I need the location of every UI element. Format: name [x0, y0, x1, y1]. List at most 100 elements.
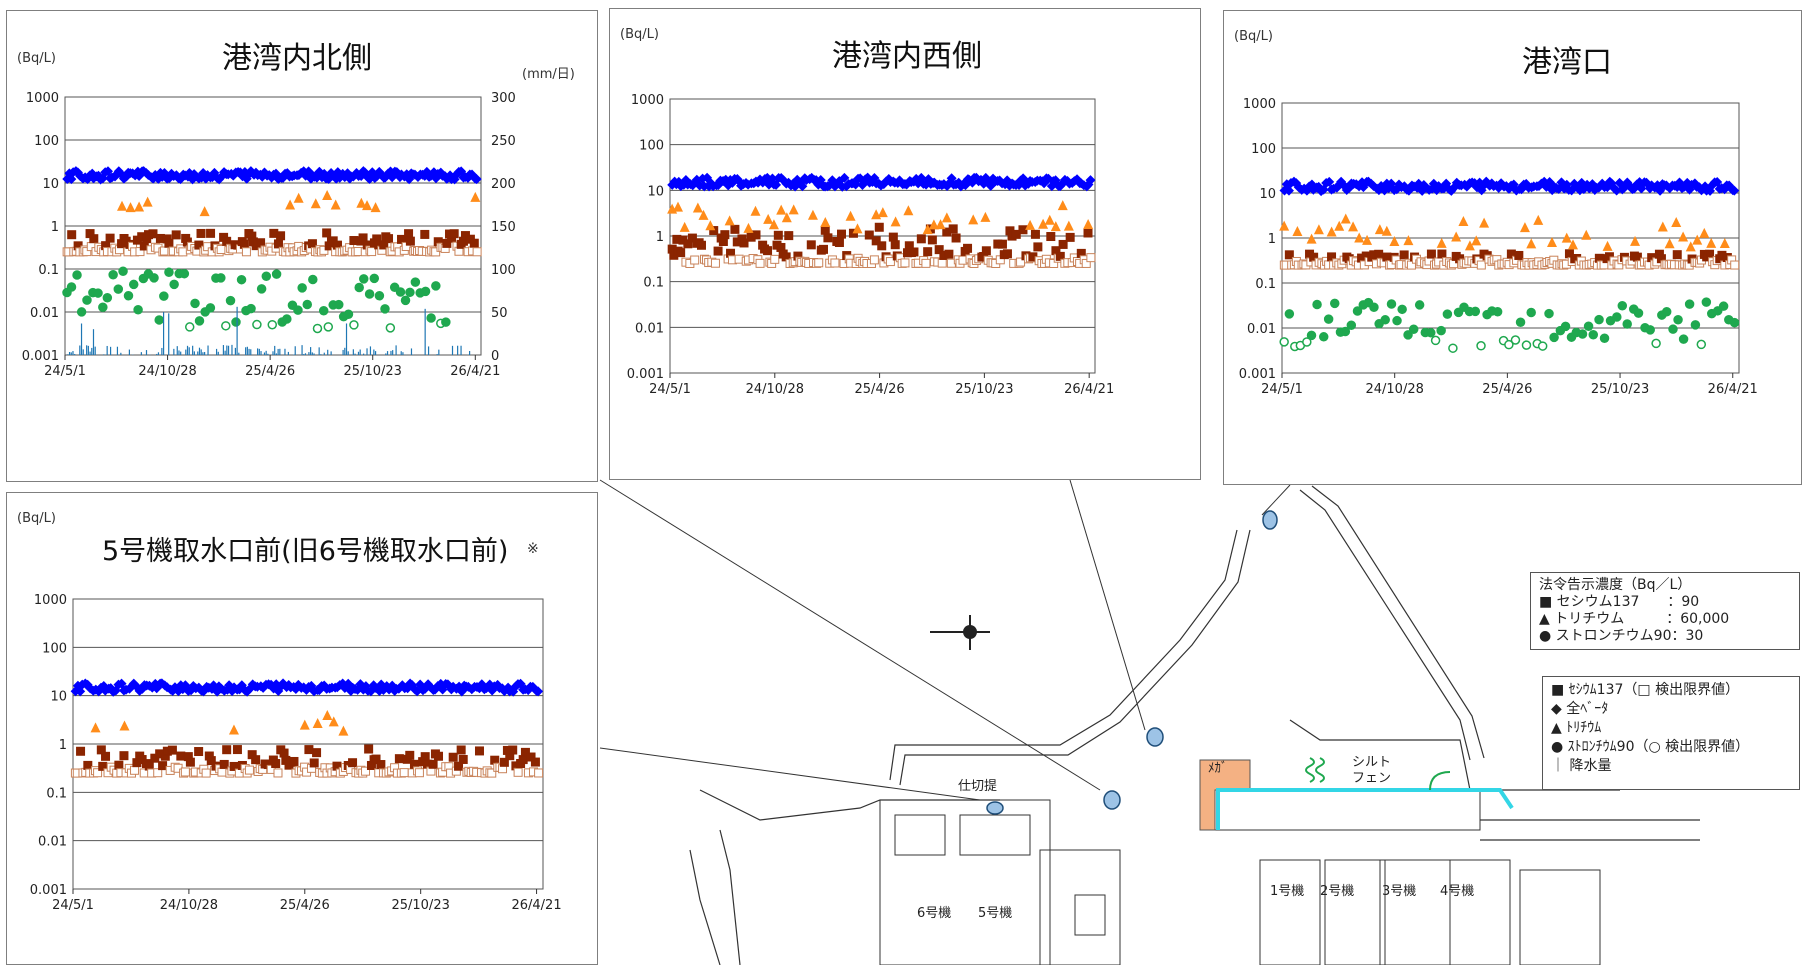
beta-point — [908, 176, 919, 187]
cs137-point — [309, 758, 319, 768]
beta-point — [236, 680, 247, 691]
tritium-point — [928, 219, 939, 230]
beta-point — [1696, 185, 1707, 196]
legend-limits-h3: ▲ トリチウム ：60,000 — [1539, 611, 1730, 627]
tritium-point — [692, 202, 703, 213]
tritium-point — [142, 196, 153, 207]
cs137-point — [1426, 249, 1436, 259]
cs137-point — [806, 240, 816, 250]
tritium-point — [776, 204, 787, 215]
cs137-point — [696, 240, 706, 250]
tritium-point — [1279, 220, 1290, 231]
y-tick-label: 0.001 — [627, 367, 664, 382]
series-全ベータ — [62, 166, 482, 185]
sr90-point — [312, 323, 323, 334]
megafloat — [1199, 759, 1251, 831]
cs137-point — [755, 258, 765, 268]
sr90-point — [108, 270, 118, 280]
tritium-point — [820, 216, 831, 227]
tritium-point — [293, 192, 304, 203]
tritium-point — [1464, 240, 1475, 251]
tritium-point — [1458, 216, 1469, 227]
plot-frame — [1281, 102, 1740, 374]
tritium-point — [1519, 222, 1530, 233]
beta-point — [128, 678, 139, 689]
sampling-point-mouth — [1262, 510, 1278, 530]
beta-point — [1582, 179, 1593, 190]
tritium-point — [1706, 237, 1717, 248]
label-unit2: 2号機 — [1320, 884, 1354, 899]
y-tick-label: 1 — [51, 220, 59, 235]
sr90-point — [364, 289, 375, 299]
label-megafloat: ﾒｶﾞ — [1208, 761, 1228, 776]
legend-series-beta: ◆ 全ﾍﾞｰﾀ — [1551, 701, 1609, 717]
tritium-point — [1038, 218, 1049, 229]
cs137-point — [888, 232, 898, 242]
cs137-point — [916, 234, 926, 244]
tritium-point — [1025, 219, 1036, 230]
cs137-point — [751, 230, 761, 240]
tritium-point — [750, 205, 761, 216]
tritium-point — [1678, 231, 1689, 242]
beta-point — [258, 682, 269, 693]
beta-point — [1566, 185, 1577, 196]
chart-unit5-plot: 0.001 0.01 0.1 1 10 100 1000 24/5/1 24/10/28 25/4… — [30, 593, 562, 913]
x-tick-label: 25/4/26 — [280, 898, 330, 913]
y2-tick-label: 50 — [491, 306, 508, 321]
sr90-point — [1617, 301, 1628, 311]
cs137-point — [361, 766, 371, 776]
y-tick-label: 0.1 — [46, 786, 67, 801]
cs137-point — [322, 228, 332, 238]
sr90-point — [1684, 299, 1695, 309]
y-tick-label: 10 — [647, 184, 664, 199]
sr90-point — [1504, 339, 1514, 350]
beta-point — [994, 175, 1005, 186]
label-unit1: 1号機 — [1270, 884, 1304, 899]
plant-buildings — [879, 789, 1601, 965]
tritium-point — [228, 724, 239, 735]
tritium-point — [1063, 220, 1074, 231]
tritium-point — [285, 199, 296, 210]
beta-point — [1050, 175, 1061, 186]
sr90-point — [72, 270, 82, 280]
sr90-point — [82, 295, 92, 305]
cs137-point — [1065, 232, 1075, 242]
cs137-point — [376, 760, 386, 770]
sr90-point — [385, 323, 396, 333]
x-tick-label: 25/10/23 — [955, 382, 1013, 397]
cs137-point — [1086, 253, 1096, 263]
x-tick-label: 26/4/21 — [511, 898, 561, 913]
tritium-point — [1526, 238, 1537, 249]
tritium-point — [1334, 220, 1345, 231]
beta-point — [448, 681, 459, 692]
label-partition: 仕切提 — [958, 778, 997, 794]
cs137-point — [923, 247, 933, 257]
cs137-point — [158, 761, 168, 771]
sr90-point — [354, 282, 364, 293]
cs137-point — [823, 233, 833, 243]
tritium-point — [299, 719, 310, 730]
tritium-point — [1403, 235, 1414, 246]
sr90-point — [400, 295, 411, 306]
cs137-point — [1055, 251, 1065, 261]
beta-point — [1413, 178, 1424, 189]
cs137-point — [1081, 258, 1091, 268]
cs137-point — [830, 258, 840, 268]
beta-point — [983, 176, 994, 187]
cs137-point — [869, 255, 879, 265]
sr90-point — [282, 314, 292, 324]
tritium-point — [698, 209, 709, 220]
cs137-point — [67, 230, 77, 240]
cs137-point — [93, 768, 103, 778]
y-tick-label: 0.01 — [30, 306, 59, 321]
legend-limits: 法令告示濃度（Bq／L） ■ セシウム137 ：90 ▲ トリチウム ：60,0… — [1530, 572, 1800, 650]
sr90-point — [1476, 341, 1486, 351]
beta-point — [723, 180, 734, 191]
chart-unit5-title: 5号機取水口前(旧6号機取水口前) — [102, 536, 509, 567]
sr90-point — [369, 273, 380, 284]
chart-panel-unit5: (Bq/L) 5号機取水口前(旧6号機取水口前) ※ 0.001 0.01 0.1 1… — [6, 492, 598, 965]
tritium-point — [941, 212, 952, 223]
cs137-point — [948, 224, 958, 234]
tritium-point — [1389, 236, 1400, 247]
sr90-point — [98, 302, 108, 312]
